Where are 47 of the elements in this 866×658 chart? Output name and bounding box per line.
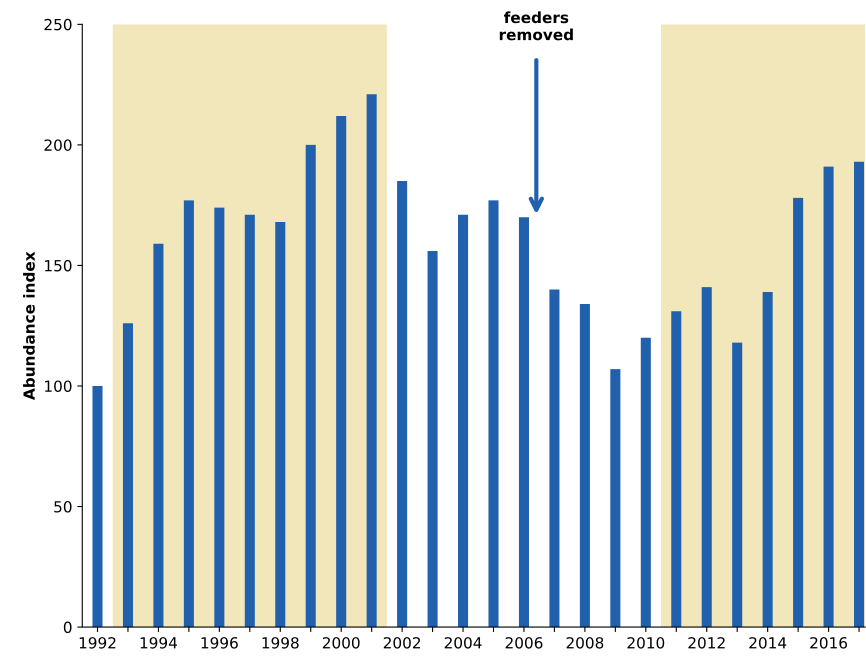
bar — [184, 200, 194, 628]
bar — [153, 244, 164, 628]
bar — [732, 342, 742, 628]
x-tick-label: 2002 — [384, 637, 420, 649]
bar — [610, 369, 620, 628]
x-tick-label: 1996 — [202, 637, 238, 649]
x-tick-label: 2004 — [444, 637, 482, 649]
bar — [336, 116, 346, 628]
bar — [488, 200, 499, 628]
annotation: feeders removed — [500, 11, 573, 40]
bar — [244, 214, 255, 628]
y-tick-label: 200 — [44, 139, 72, 151]
bar — [793, 198, 804, 628]
bar — [762, 292, 773, 628]
bar — [122, 323, 133, 628]
bar — [518, 217, 529, 628]
y-axis-title: Abundance index — [23, 252, 35, 400]
bar — [397, 181, 408, 628]
x-tick-label: 2000 — [322, 637, 360, 649]
x-tick-label: 2016 — [810, 637, 848, 649]
bar — [306, 144, 316, 628]
bar — [640, 338, 651, 628]
x-tick-label: 2012 — [688, 637, 725, 649]
x-tick-label: 1992 — [80, 637, 116, 649]
x-tick-label: 2006 — [506, 637, 542, 649]
x-tick-label: 2008 — [566, 637, 604, 649]
y-tick-label: 250 — [44, 18, 72, 30]
y-tick-label: 100 — [45, 380, 72, 392]
x-tick-label: 1994 — [140, 637, 178, 649]
bar — [824, 166, 834, 628]
bar — [549, 290, 560, 628]
bar — [214, 208, 224, 628]
y-tick-label: 0 — [64, 622, 72, 634]
bar — [854, 162, 864, 628]
bar — [671, 311, 682, 628]
bar — [366, 94, 377, 628]
x-tick-label: 1998 — [262, 637, 299, 649]
bar — [275, 222, 286, 628]
bar — [428, 250, 438, 628]
y-tick-label: 150 — [45, 260, 72, 272]
bar — [580, 304, 590, 628]
bar — [458, 214, 468, 628]
bar — [702, 287, 712, 628]
bar — [92, 386, 103, 628]
y-tick-label: 50 — [54, 500, 72, 513]
x-tick-label: 2010 — [627, 637, 664, 649]
x-tick-label: 2014 — [749, 637, 786, 649]
